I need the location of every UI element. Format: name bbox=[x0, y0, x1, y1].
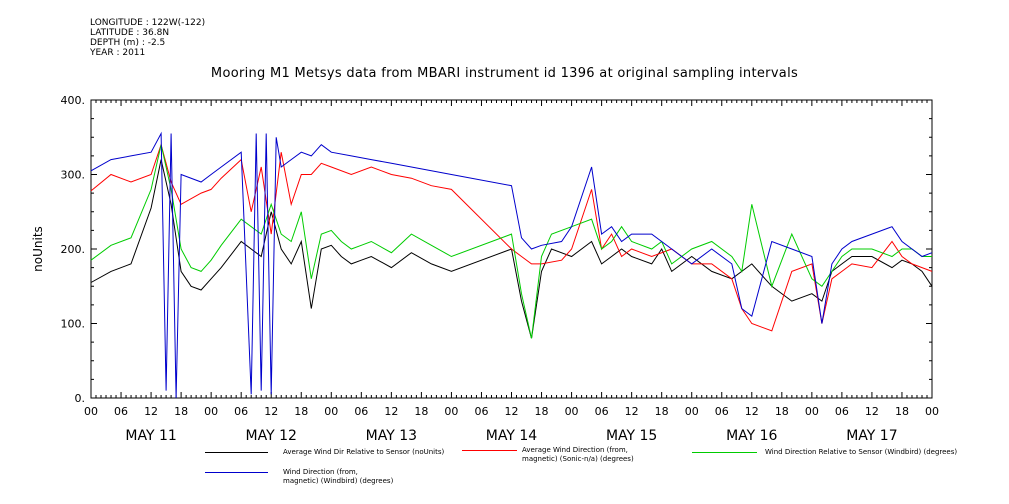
day-label: MAY 12 bbox=[246, 428, 297, 444]
day-label: MAY 15 bbox=[606, 428, 657, 444]
legend-item-1: Average Wind Direction (from, magnetic) … bbox=[462, 446, 672, 466]
series-line-0 bbox=[90, 159, 933, 339]
x-tick-label: 18 bbox=[535, 405, 549, 418]
legend-label-0: Average Wind Dir Relative to Sensor (noU… bbox=[283, 448, 445, 456]
legend-label-2: Wind Direction Relative to Sensor (Windb… bbox=[765, 448, 958, 456]
legend-swatch-3 bbox=[205, 472, 268, 473]
chart-title: Mooring M1 Metsys data from MBARI instru… bbox=[210, 66, 799, 81]
x-tick-label: 12 bbox=[865, 405, 879, 418]
metadata-block: LONGITUDE : 122W(-122) LATITUDE : 36.8N … bbox=[90, 18, 205, 58]
x-tick-label: 06 bbox=[715, 405, 729, 418]
year-text: YEAR : 2011 bbox=[90, 48, 146, 58]
depth-text: DEPTH (m) : -2.5 bbox=[90, 38, 166, 48]
x-tick-label: 06 bbox=[354, 405, 368, 418]
y-axis-label: noUnits bbox=[31, 226, 45, 272]
x-tick-label: 18 bbox=[414, 405, 428, 418]
series-line-1 bbox=[90, 142, 933, 332]
day-label: MAY 17 bbox=[846, 428, 897, 444]
x-tick-label: 00 bbox=[925, 405, 939, 418]
legend-swatch-1 bbox=[462, 450, 517, 451]
x-tick-label: 06 bbox=[234, 405, 248, 418]
x-tick-label: 12 bbox=[144, 405, 158, 418]
x-tick-label: 00 bbox=[84, 405, 98, 418]
x-tick-label: 00 bbox=[204, 405, 218, 418]
legend-item-0: Average Wind Dir Relative to Sensor (noU… bbox=[205, 448, 465, 468]
x-tick-label: 18 bbox=[294, 405, 308, 418]
legend-swatch-2 bbox=[692, 452, 757, 453]
y-tick-label: 100. bbox=[61, 318, 86, 331]
x-tick-label: 00 bbox=[685, 405, 699, 418]
y-tick-label: 400. bbox=[61, 94, 86, 107]
legend-label-3b: magnetic) (Windbird) (degrees) bbox=[283, 477, 394, 485]
x-tick-label: 06 bbox=[114, 405, 128, 418]
x-tick-label: 00 bbox=[444, 405, 458, 418]
legend-item-3: Wind Direction (from, magnetic) (Windbir… bbox=[205, 468, 445, 488]
y-tick-label: 0. bbox=[75, 392, 86, 405]
day-label: MAY 16 bbox=[726, 428, 777, 444]
x-tick-label: 18 bbox=[895, 405, 909, 418]
x-tick-label: 12 bbox=[505, 405, 519, 418]
x-tick-label: 06 bbox=[595, 405, 609, 418]
longitude-text: LONGITUDE : 122W(-122) bbox=[90, 18, 206, 28]
day-label: MAY 11 bbox=[125, 428, 176, 444]
x-tick-label: 12 bbox=[745, 405, 759, 418]
series-line-3 bbox=[90, 131, 933, 399]
x-tick-label: 12 bbox=[264, 405, 278, 418]
x-tick-label: 00 bbox=[324, 405, 338, 418]
legend-item-2: Wind Direction Relative to Sensor (Windb… bbox=[692, 448, 957, 468]
x-tick-label: 18 bbox=[775, 405, 789, 418]
x-tick-label: 06 bbox=[835, 405, 849, 418]
y-tick-label: 300. bbox=[61, 169, 86, 182]
y-tick-label: 200. bbox=[61, 243, 86, 256]
legend-label-1b: magnetic) (Sonic-n/a) (degrees) bbox=[522, 455, 634, 463]
day-label: MAY 14 bbox=[486, 428, 537, 444]
x-tick-label: 18 bbox=[655, 405, 669, 418]
legend-label-1a: Average Wind Direction (from, bbox=[522, 446, 628, 454]
series-line-2 bbox=[90, 144, 932, 339]
day-label: MAY 13 bbox=[366, 428, 417, 444]
latitude-text: LATITUDE : 36.8N bbox=[90, 28, 170, 38]
x-tick-label: 12 bbox=[625, 405, 639, 418]
x-tick-label: 18 bbox=[174, 405, 188, 418]
x-tick-label: 12 bbox=[384, 405, 398, 418]
x-tick-label: 00 bbox=[565, 405, 579, 418]
x-tick-label: 00 bbox=[805, 405, 819, 418]
x-tick-label: 06 bbox=[474, 405, 488, 418]
legend-label-3a: Wind Direction (from, bbox=[283, 468, 358, 476]
legend-swatch-0 bbox=[205, 452, 268, 453]
